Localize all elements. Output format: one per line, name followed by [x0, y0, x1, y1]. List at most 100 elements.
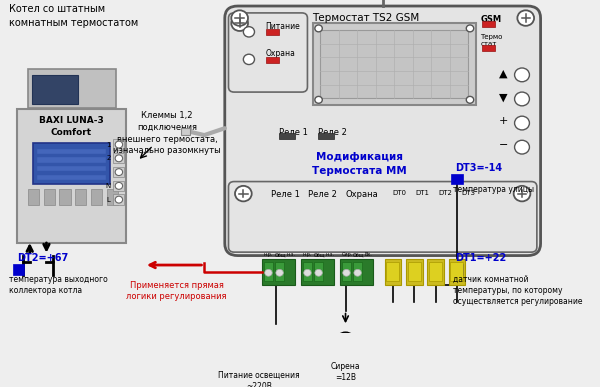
Text: Охрана: Охрана [346, 190, 378, 199]
Text: Клеммы 1,2
подключения
внешнего термостата,
изначально разомкнуты: Клеммы 1,2 подключения внешнего термоста… [113, 111, 221, 156]
Bar [314, 262, 323, 281]
Text: Применяется прямая
логики регулирования: Применяется прямая логики регулирования [126, 281, 227, 301]
Bar [28, 189, 39, 205]
Bar [37, 175, 106, 180]
Text: Котел со штатным
комнатным термостатом: Котел со штатным комнатным термостатом [9, 4, 139, 28]
Circle shape [231, 10, 248, 26]
FancyBboxPatch shape [229, 182, 537, 252]
Text: Сирена
=12В: Сирена =12В [331, 362, 361, 382]
Circle shape [514, 186, 530, 201]
Bar [406, 259, 422, 285]
FancyBboxPatch shape [225, 6, 541, 255]
Text: −: − [499, 140, 508, 151]
Circle shape [315, 96, 322, 103]
Text: Реле 1: Реле 1 [271, 190, 300, 199]
Text: BAXI LUNA-3
Comfort: BAXI LUNA-3 Comfort [39, 116, 104, 137]
Bar [37, 149, 106, 154]
Circle shape [315, 25, 322, 32]
Bar [342, 262, 351, 281]
Circle shape [265, 269, 272, 276]
Bar [59, 189, 71, 205]
Bar [340, 259, 373, 285]
Circle shape [515, 116, 529, 130]
Circle shape [466, 96, 474, 103]
Text: н.з.: н.з. [286, 252, 295, 257]
Bar [301, 259, 334, 285]
Circle shape [115, 141, 122, 148]
Text: DT3=-14: DT3=-14 [455, 163, 502, 173]
Bar [449, 259, 466, 285]
Bar [429, 262, 442, 281]
Text: датчик комнатной
температуры, по которому
осуществляется регулирование: датчик комнатной температуры, по котором… [453, 274, 583, 306]
Bar [266, 29, 278, 35]
Text: GSM: GSM [480, 15, 502, 24]
Text: Реле 2: Реле 2 [308, 190, 337, 199]
Bar [113, 167, 124, 177]
Bar [451, 174, 463, 184]
Text: ▲: ▲ [499, 68, 508, 78]
Bar [386, 262, 400, 281]
Text: Охрана: Охрана [266, 49, 296, 58]
Circle shape [244, 54, 254, 65]
Bar [113, 139, 124, 150]
Bar [17, 109, 127, 243]
Bar [317, 132, 334, 139]
Text: н.р.: н.р. [303, 252, 312, 257]
Circle shape [276, 346, 287, 356]
Text: Реле 1: Реле 1 [278, 128, 308, 137]
Text: 2: 2 [106, 155, 110, 161]
Bar [278, 132, 295, 139]
Bar [91, 189, 102, 205]
Text: DT2=+67: DT2=+67 [17, 253, 68, 263]
Text: +: + [499, 116, 508, 126]
Text: 1: 1 [106, 142, 110, 147]
Text: DT2: DT2 [439, 190, 452, 196]
Bar [75, 189, 86, 205]
Text: Модификация
Термостата ММ: Модификация Термостата ММ [312, 152, 407, 176]
Bar [451, 264, 463, 274]
Text: DT1: DT1 [415, 190, 429, 196]
Bar [181, 128, 190, 135]
Bar [107, 189, 118, 205]
Bar [28, 69, 116, 108]
Circle shape [115, 196, 122, 203]
Bar [385, 259, 401, 285]
Bar [113, 195, 124, 205]
Bar [44, 189, 55, 205]
Text: температура выходного
коллектора котла: температура выходного коллектора котла [9, 274, 108, 295]
Text: Питание освещения
~220В: Питание освещения ~220В [218, 371, 300, 387]
Bar [13, 264, 24, 274]
Text: L: L [107, 197, 110, 203]
Circle shape [244, 27, 254, 37]
Circle shape [354, 269, 361, 276]
Circle shape [517, 10, 534, 26]
Circle shape [315, 269, 322, 276]
Bar [320, 30, 468, 98]
Text: н.р.: н.р. [264, 252, 273, 257]
Bar [313, 23, 476, 105]
Circle shape [515, 140, 529, 154]
Circle shape [466, 25, 474, 32]
Text: Общ: Общ [275, 252, 286, 257]
Text: Термостат TS2 GSM: Термостат TS2 GSM [313, 13, 419, 23]
Text: Реле 2: Реле 2 [317, 128, 347, 137]
Circle shape [235, 186, 252, 201]
Bar [113, 181, 124, 191]
Bar [353, 262, 362, 281]
Text: N: N [105, 183, 110, 189]
Bar [427, 259, 444, 285]
Circle shape [276, 269, 283, 276]
Bar [37, 166, 106, 171]
Text: Вх.: Вх. [364, 252, 372, 257]
Text: DT1=+22: DT1=+22 [455, 253, 506, 263]
Circle shape [515, 92, 529, 106]
Text: Сир.: Сир. [342, 252, 353, 257]
Text: Термо
стат: Термо стат [480, 34, 503, 47]
Bar [37, 158, 106, 163]
Circle shape [115, 169, 122, 176]
Bar [408, 262, 421, 281]
Text: DT3: DT3 [461, 190, 476, 196]
Bar [275, 262, 284, 281]
Text: Питание: Питание [266, 22, 301, 31]
Text: Общ: Общ [314, 252, 325, 257]
